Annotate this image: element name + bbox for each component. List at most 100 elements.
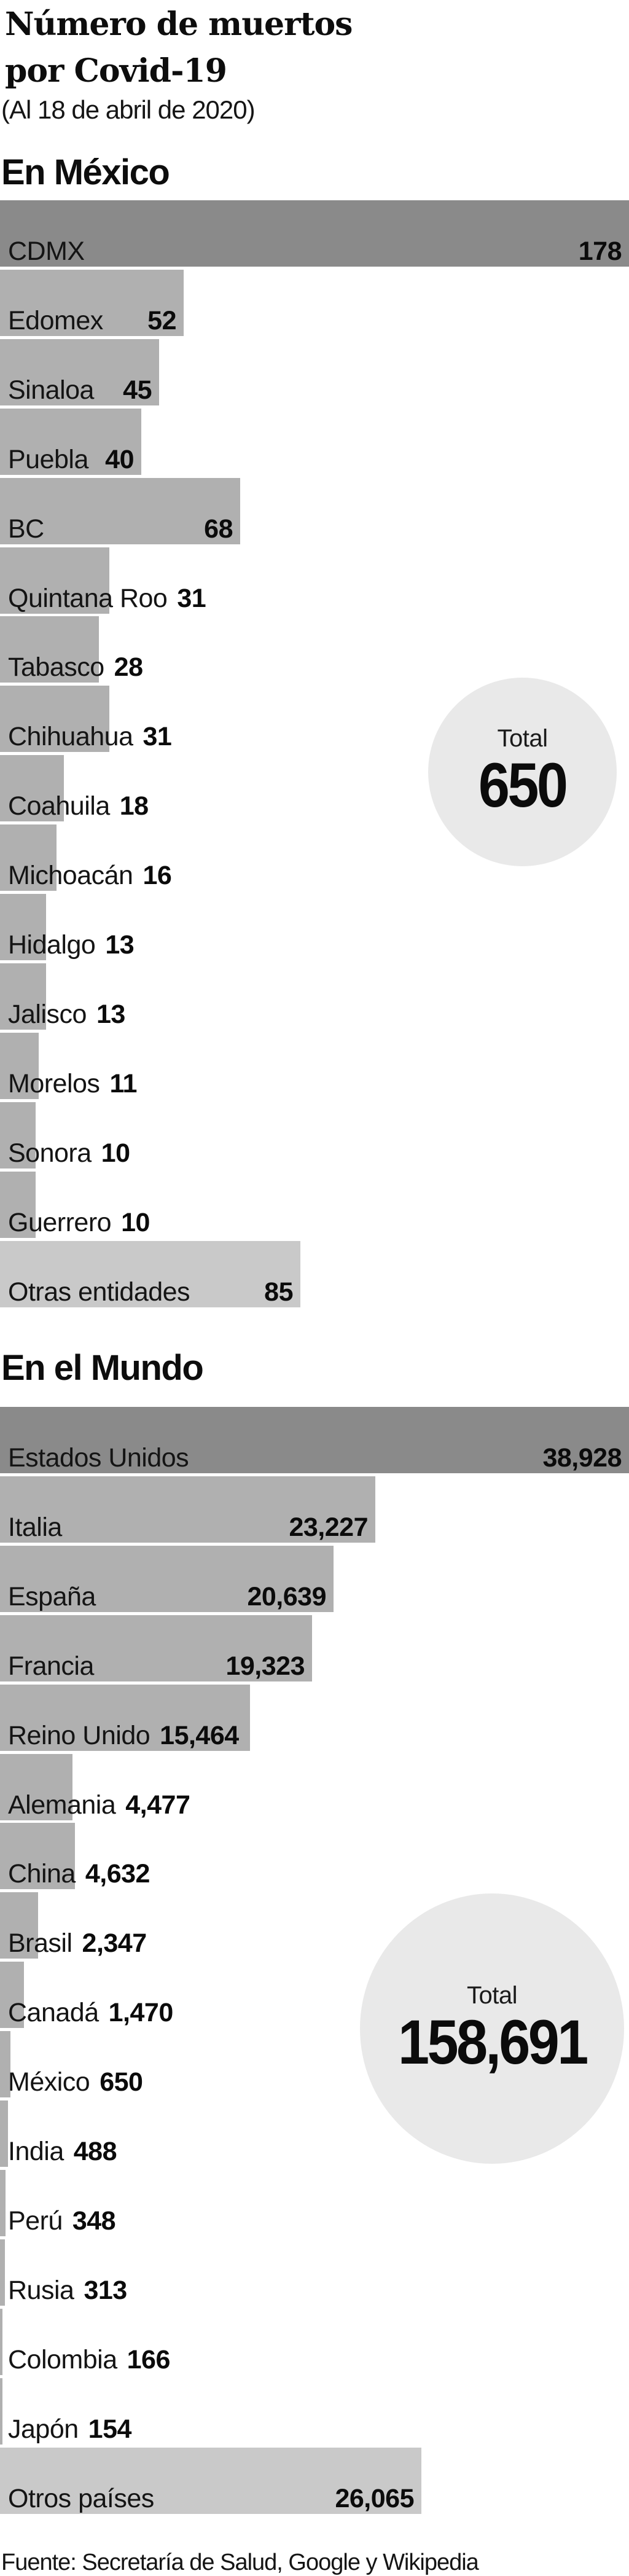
bar-value: 4,477 (125, 1790, 190, 1820)
bar-row: Reino Unido 15,464 (0, 1685, 629, 1751)
bar-label: Canadá 1,470 (8, 1998, 174, 2027)
bar (0, 894, 46, 960)
bar-label: Francia (8, 1651, 94, 1681)
bar-row: Tabasco 28 (0, 616, 629, 683)
bar-label: China 4,632 (8, 1859, 150, 1889)
bar-value: 26,065 (335, 2484, 414, 2513)
bar (0, 1476, 375, 1543)
bar (0, 2378, 2, 2445)
bar (0, 616, 99, 683)
bar-row: Otros países 26,065 (0, 2448, 629, 2514)
bar-value: 68 (204, 514, 233, 544)
bar-row: Colombia 166 (0, 2309, 629, 2375)
bar-label: Otros países (8, 2484, 154, 2513)
bar (0, 1962, 24, 2028)
page-title: Número de muertos por Covid-19 (5, 1, 353, 95)
bar (0, 270, 184, 336)
bar-value: 31 (177, 584, 206, 613)
bar (0, 1892, 38, 1959)
bar (0, 2309, 2, 2375)
world-total-value: 158,691 (397, 2006, 588, 2077)
bar-value: 52 (147, 306, 176, 335)
bar-value: 2,347 (82, 1928, 147, 1958)
bar-row: Japón 154 (0, 2378, 629, 2445)
bar (0, 2170, 6, 2236)
bar (0, 478, 240, 544)
bar-row: Sonora 10 (0, 1102, 629, 1169)
bar-row: CDMX 178 (0, 200, 629, 267)
bar-value: 19,323 (225, 1651, 305, 1681)
bar-label: Guerrero 10 (8, 1208, 150, 1237)
bar-row: México 650 (0, 2031, 629, 2097)
bar-row: Morelos 11 (0, 1033, 629, 1099)
section-heading-mexico: En México (1, 152, 170, 192)
mexico-total-label: Total (497, 725, 549, 753)
bar-row: Estados Unidos 38,928 (0, 1407, 629, 1473)
bar-value: 650 (100, 2067, 143, 2097)
bar-label: Reino Unido 15,464 (8, 1721, 239, 1750)
world-total-badge: Total 158,691 (360, 1893, 624, 2164)
bar (0, 1241, 300, 1307)
page-title-line2: por Covid-19 (5, 52, 227, 90)
bar (0, 1685, 250, 1751)
bar (0, 1172, 36, 1238)
bar (0, 963, 46, 1030)
bar-label: Brasil 2,347 (8, 1928, 147, 1958)
section-heading-world: En el Mundo (1, 1348, 204, 1388)
bar (0, 2100, 8, 2167)
bar-label: Estados Unidos (8, 1443, 189, 1473)
bar-value: 154 (88, 2414, 132, 2444)
bar-label: Otras entidades (8, 1277, 190, 1307)
bar-value: 45 (123, 375, 152, 405)
bar-row: España 20,639 (0, 1546, 629, 1612)
bar-value: 13 (96, 1000, 125, 1029)
bar-row: Hidalgo 13 (0, 894, 629, 960)
bar (0, 547, 109, 614)
mexico-total-badge: Total 650 (428, 678, 617, 866)
bar-value: 10 (101, 1138, 130, 1168)
bar-label: Michoacán 16 (8, 861, 172, 890)
page-title-line1: Número de muertos (5, 6, 353, 43)
bar-label: Sonora 10 (8, 1138, 130, 1168)
bar (0, 755, 64, 821)
bar (0, 409, 141, 475)
bar-row: BC 68 (0, 478, 629, 544)
bar-row: Coahuila 18 (0, 755, 629, 821)
bar-label: Perú 348 (8, 2206, 116, 2236)
bar (0, 1754, 72, 1820)
bar-row: Sinaloa 45 (0, 339, 629, 405)
bar-row: India 488 (0, 2100, 629, 2167)
bar-label: Quintana Roo 31 (8, 584, 206, 613)
bar-label: Alemania 4,477 (8, 1790, 190, 1820)
bar (0, 1407, 629, 1473)
bar-value: 488 (73, 2137, 117, 2166)
bar-value: 20,639 (247, 1582, 326, 1611)
bar-label: Jalisco 13 (8, 1000, 125, 1029)
bar-row: Michoacán 16 (0, 824, 629, 891)
bar-label: España (8, 1582, 96, 1611)
bar-label: BC (8, 514, 44, 544)
bar-row: Jalisco 13 (0, 963, 629, 1030)
bar-row: Perú 348 (0, 2170, 629, 2236)
bar-label: Chihuahua 31 (8, 722, 172, 751)
bar-value: 18 (119, 791, 149, 821)
bar-value: 1,470 (108, 1998, 174, 2027)
bar-value: 11 (109, 1069, 137, 1098)
bar-row: Rusia 313 (0, 2239, 629, 2306)
bar-value: 16 (143, 861, 172, 890)
bar-row: Otras entidades 85 (0, 1241, 629, 1307)
bar-label: India 488 (8, 2137, 117, 2166)
bar-value: 15,464 (160, 1721, 239, 1750)
bar (0, 1823, 75, 1889)
bar (0, 339, 159, 405)
bar-value: 10 (121, 1208, 150, 1237)
bar-value: 166 (127, 2345, 171, 2374)
mexico-total-value: 650 (479, 750, 568, 821)
bar-value: 38,928 (542, 1443, 622, 1473)
bar-row: Brasil 2,347 (0, 1892, 629, 1959)
bar-label: Coahuila 18 (8, 791, 149, 821)
bar-label: Colombia 166 (8, 2345, 171, 2374)
bar (0, 1102, 36, 1169)
bar-label: México 650 (8, 2067, 143, 2097)
